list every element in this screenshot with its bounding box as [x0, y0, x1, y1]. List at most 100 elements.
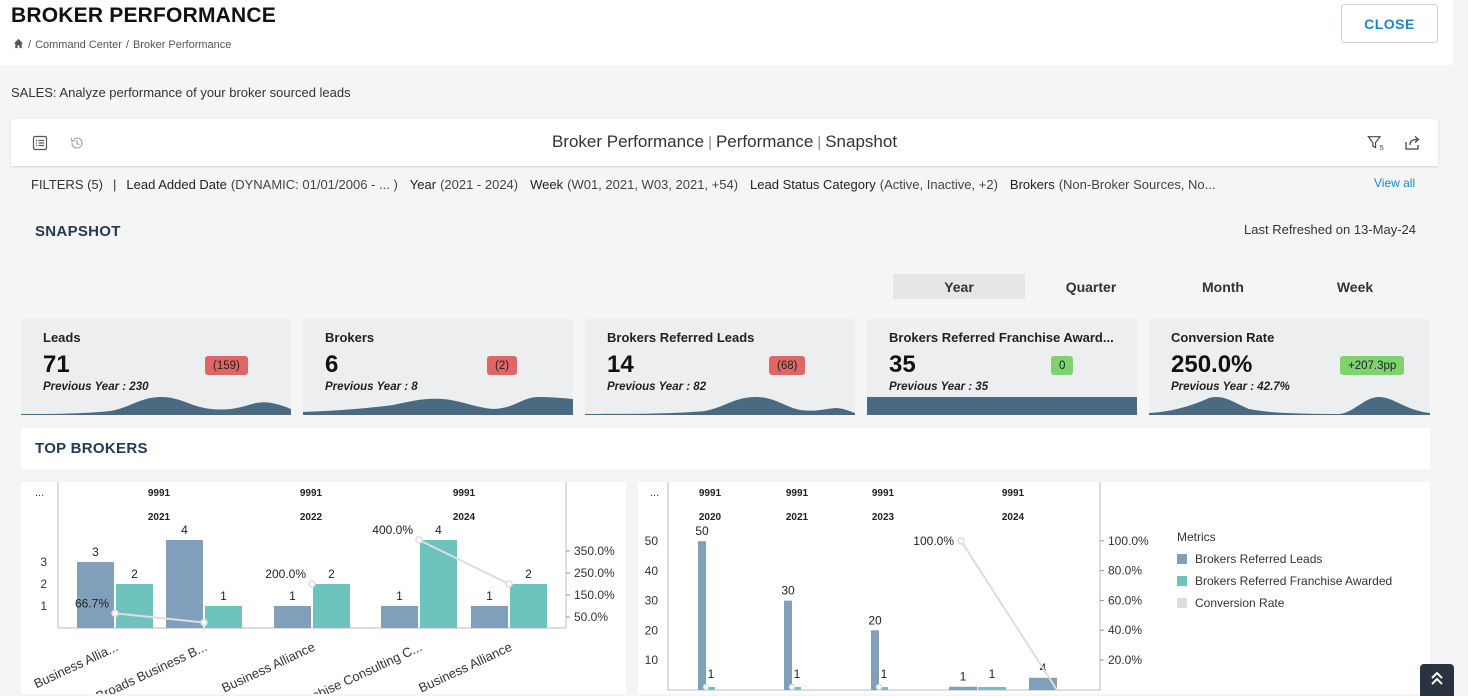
kpi-sparkline — [21, 397, 291, 415]
legend-item[interactable]: Brokers Referred Leads — [1177, 552, 1392, 566]
conversion-point — [957, 537, 965, 545]
bar-label: 4 — [181, 523, 188, 537]
kpi-value: 71 — [43, 351, 70, 378]
bar-label: 2 — [328, 567, 335, 581]
bar-leads — [871, 630, 879, 690]
filter-label[interactable]: Week — [530, 176, 564, 192]
tab-quarter[interactable]: Quarter — [1065, 278, 1117, 295]
history-icon[interactable] — [68, 134, 86, 152]
tab-week[interactable]: Week — [1336, 278, 1374, 295]
bar-franchise — [510, 584, 547, 628]
conversion-point — [200, 618, 208, 627]
conversion-point — [415, 536, 423, 544]
group-id: 9991 — [872, 488, 895, 499]
filter-icon[interactable]: 5 — [1367, 134, 1385, 152]
group-year: 2021 — [148, 512, 171, 523]
top-brokers-header: TOP BROKERS — [21, 428, 1430, 469]
home-icon[interactable] — [13, 38, 24, 52]
filters-bar: FILTERS (5) | Lead Added Date (DYNAMIC: 0… — [11, 169, 1438, 199]
bar-franchise — [978, 687, 1006, 690]
group-id: 9991 — [300, 488, 323, 499]
kpi-label: Leads — [43, 330, 81, 345]
period-tabs: Year Quarter Month Week — [893, 274, 1421, 299]
filter-label[interactable]: Lead Added Date — [126, 176, 227, 192]
group-id: 9991 — [148, 488, 171, 499]
kpi-value: 14 — [607, 351, 634, 378]
kpi-change-badge: (68) — [769, 356, 806, 375]
bar-leads — [784, 600, 792, 690]
legend-label: Conversion Rate — [1195, 596, 1285, 610]
y-tick-label: 3 — [40, 555, 47, 569]
share-icon[interactable] — [1404, 134, 1422, 152]
y-tick-label: 30 — [645, 594, 659, 608]
report-header: Broker Performance | Performance | Snapshot … — [11, 119, 1438, 166]
report-title-part: Broker Performance — [551, 132, 705, 151]
report-title: Broker Performance | Performance | Snapshot — [551, 132, 898, 151]
y2-tick-label: 80.0% — [1108, 564, 1142, 578]
kpi-card-leads[interactable]: Leads 71 (159) Previous Year : 230 — [21, 319, 291, 415]
group-id: 9991 — [1002, 488, 1025, 499]
kpi-value: 250.0% — [1171, 351, 1253, 378]
group-year: 2022 — [300, 512, 323, 523]
kpi-sparkline — [867, 397, 1137, 415]
bar-leads — [471, 606, 508, 628]
filters-summary[interactable]: FILTERS (5) — [31, 176, 103, 192]
list-view-icon[interactable] — [31, 134, 49, 152]
close-button[interactable]: CLOSE — [1341, 4, 1438, 43]
kpi-sparkline — [1149, 397, 1430, 415]
kpi-card-brokers[interactable]: Brokers 6 (2) Previous Year : 8 — [303, 319, 573, 415]
filter-label[interactable]: Brokers — [1009, 176, 1055, 192]
kpi-change-badge: (2) — [487, 356, 518, 375]
kpi-card-franchise-awarded[interactable]: Brokers Referred Franchise Award... 35 0… — [867, 319, 1137, 415]
bar-label: 3 — [92, 545, 99, 559]
category-label: Business Alliance — [219, 639, 317, 694]
y2-tick-label: 250.0% — [574, 566, 615, 580]
y2-tick-label: 50.0% — [574, 610, 608, 624]
kpi-label: Brokers Referred Leads — [607, 330, 755, 345]
breadcrumb-command-center[interactable]: Command Center — [35, 39, 122, 51]
legend-swatch — [1177, 576, 1187, 586]
filter-label[interactable]: Lead Status Category — [750, 176, 876, 192]
kpi-previous: Previous Year : 8 — [325, 381, 418, 393]
snapshot-header: SNAPSHOT Last Refreshed on 13-May-24 — [11, 203, 1438, 263]
kpi-card-conversion-rate[interactable]: Conversion Rate 250.0% +207.3pp Previous… — [1149, 319, 1430, 415]
bar-franchise — [707, 687, 715, 690]
y-tick-label: 20 — [645, 623, 659, 637]
tab-year[interactable]: Year — [893, 274, 1025, 299]
breadcrumb-broker-performance[interactable]: Broker Performance — [132, 39, 232, 51]
y2-tick-label: 40.0% — [1108, 623, 1142, 637]
scroll-to-top-button[interactable] — [1420, 664, 1454, 696]
legend-item[interactable]: Brokers Referred Franchise Awarded — [1177, 574, 1392, 588]
broker-years-chart-svg: ... 10 20 30 40 50 20.0% 40.0% 60.0% 80.0% 100.0% 9… — [645, 482, 1149, 691]
bar-label: 1 — [794, 667, 801, 681]
kpi-previous: Previous Year : 230 — [43, 381, 149, 393]
last-refreshed: Last Refreshed on 13-May-24 — [1244, 222, 1416, 237]
kpi-label: Brokers Referred Franchise Award... — [889, 330, 1114, 345]
conversion-line — [418, 539, 510, 585]
bar-leads — [949, 686, 977, 690]
conversion-line — [114, 612, 205, 624]
bar-label: 50 — [695, 524, 709, 538]
metrics-legend: Metrics Brokers Referred Leads Brokers R… — [1177, 530, 1392, 618]
bar-franchise — [205, 606, 242, 628]
bar-franchise — [880, 687, 888, 690]
tab-month[interactable]: Month — [1202, 278, 1244, 295]
y-tick-label: 40 — [645, 564, 659, 578]
conversion-label: 100.0% — [913, 534, 954, 548]
view-all-filters-link[interactable]: View all — [1370, 176, 1416, 190]
bar-leads — [166, 540, 203, 628]
bar-label: 1 — [881, 667, 888, 681]
filter-label[interactable]: Year — [409, 176, 437, 192]
legend-item[interactable]: Conversion Rate — [1177, 596, 1392, 610]
filter-value: (DYNAMIC: 01/01/2006 - ... ) — [230, 176, 398, 192]
bar-label: 20 — [868, 613, 882, 627]
kpi-previous: Previous Year : 35 — [889, 381, 989, 393]
top-brokers-title: TOP BROKERS — [35, 440, 148, 457]
y-tick-label: 50 — [645, 534, 659, 548]
bar-label: 1 — [289, 589, 296, 603]
bar-franchise — [116, 584, 153, 628]
snapshot-title: SNAPSHOT — [35, 223, 121, 240]
y-tick-label: 2 — [40, 577, 47, 591]
kpi-card-brokers-referred-leads[interactable]: Brokers Referred Leads 14 (68) Previous … — [585, 319, 855, 415]
group-id: 9991 — [453, 488, 476, 499]
